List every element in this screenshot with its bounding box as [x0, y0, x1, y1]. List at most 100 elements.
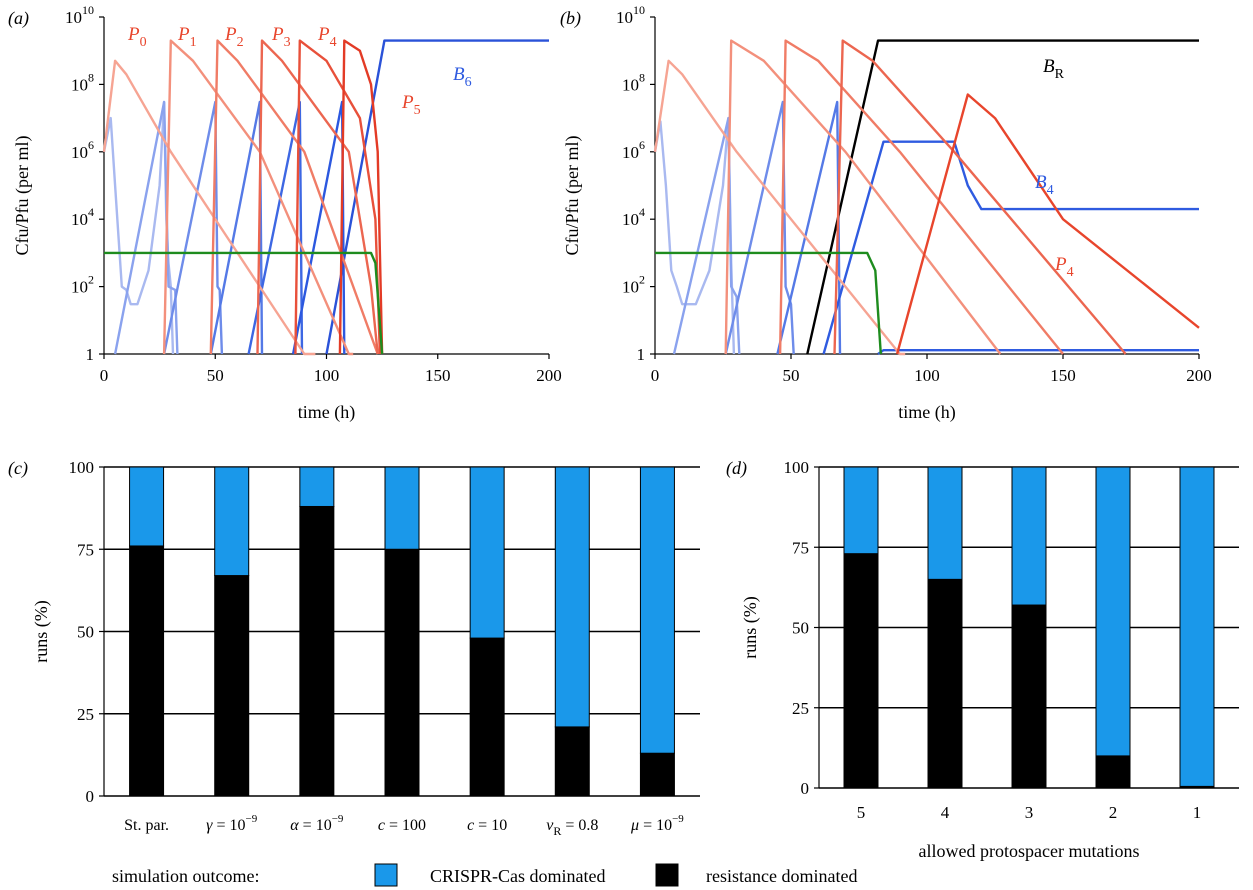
category-exp: −9 — [246, 813, 258, 825]
y-axis-title: runs (%) — [740, 596, 761, 658]
curve-label-name: B — [1035, 172, 1047, 193]
series-line-6 — [806, 39, 1199, 355]
x-tick-label: 150 — [425, 366, 451, 385]
category-label: 5 — [857, 803, 866, 822]
legend-swatch — [374, 863, 398, 887]
bar-resistance-2 — [299, 505, 335, 797]
curve-label-name: P — [271, 24, 284, 45]
category-text: St. par. — [124, 817, 169, 834]
y-tick-exp: 8 — [88, 70, 94, 84]
bar-crispr-1 — [214, 466, 250, 577]
curve-label: P2 — [224, 24, 244, 50]
curve-label-name: P — [177, 24, 190, 45]
y-tick-base: 10 — [622, 75, 639, 94]
series-line-7 — [653, 59, 906, 356]
category-symbol: γ — [206, 817, 213, 834]
y-tick-exp: 4 — [88, 205, 94, 219]
y-tick-label: 100 — [69, 458, 95, 477]
panel-label: (b) — [560, 8, 581, 29]
curve-label-name: P — [401, 92, 414, 113]
y-tick-label: 75 — [77, 540, 94, 559]
y-tick-label: 50 — [77, 623, 94, 642]
legend-label: CRISPR-Cas dominated — [430, 866, 606, 886]
legend-label: resistance dominated — [706, 866, 857, 886]
y-tick-base: 10 — [622, 278, 639, 297]
category-exp: −9 — [672, 813, 684, 825]
x-tick-label: 0 — [651, 366, 660, 385]
series-line-4 — [822, 140, 1199, 355]
bar-crispr-0 — [843, 466, 879, 555]
bar-crispr-6 — [639, 466, 675, 754]
x-tick-label: 150 — [1050, 366, 1076, 385]
series-line-12 — [338, 39, 384, 355]
category-label: 3 — [1025, 803, 1034, 822]
series-line-0 — [653, 116, 736, 355]
curve-label-sub: 1 — [190, 35, 197, 50]
series-line-8 — [724, 39, 1002, 355]
bar-resistance-4 — [469, 637, 505, 797]
category-text: = 10 — [212, 817, 245, 834]
category-label: c = 10 — [467, 817, 507, 834]
y-tick-label: 1 — [86, 345, 95, 364]
y-tick-label: 106 — [622, 138, 645, 162]
y-tick-label: 75 — [792, 538, 809, 557]
category-text: = 10 — [474, 817, 507, 834]
bar-resistance-0 — [843, 553, 879, 789]
bar-crispr-1 — [927, 466, 963, 580]
bar-resistance-5 — [554, 726, 590, 797]
bar-crispr-5 — [554, 466, 590, 728]
y-axis-title: runs (%) — [31, 600, 52, 662]
y-tick-label: 108 — [622, 70, 645, 94]
y-tick-base: 10 — [71, 75, 88, 94]
series-line-2 — [162, 100, 224, 355]
category-sub: R — [553, 824, 561, 838]
curve-label-name: P — [1054, 254, 1067, 275]
bar-crispr-4 — [1179, 466, 1215, 787]
y-tick-label: 0 — [86, 787, 95, 806]
x-tick-label: 200 — [1186, 366, 1212, 385]
y-tick-label: 102 — [622, 273, 645, 297]
series-line-11 — [895, 93, 1200, 355]
bar-crispr-0 — [129, 466, 165, 547]
y-tick-exp: 2 — [639, 273, 645, 287]
x-axis-title: allowed protospacer mutations — [919, 841, 1140, 861]
category-label: St. par. — [124, 817, 169, 834]
x-tick-label: 200 — [536, 366, 562, 385]
bar-crispr-2 — [299, 466, 335, 507]
panel-label: (a) — [8, 8, 29, 29]
curve-label: P5 — [401, 92, 421, 118]
curve-label-sub: 0 — [140, 35, 147, 50]
curve-label: P0 — [127, 24, 147, 50]
category-label: vR = 0.8 — [546, 817, 598, 838]
category-label: α = 10−9 — [290, 813, 344, 834]
series-line-13 — [104, 251, 384, 355]
category-label: c = 100 — [378, 817, 426, 834]
series-line-10 — [833, 39, 1127, 355]
x-tick-label: 100 — [314, 366, 340, 385]
category-symbol: v — [546, 817, 554, 834]
y-tick-base: 10 — [71, 278, 88, 297]
series-line-11 — [294, 39, 382, 355]
y-tick-exp: 4 — [639, 205, 645, 219]
legend-title: simulation outcome: — [112, 866, 259, 886]
y-tick-label: 1010 — [616, 3, 645, 27]
y-axis-title: Cfu/Pfu (per ml) — [562, 136, 583, 256]
series-line-3 — [776, 100, 842, 355]
y-tick-exp: 10 — [82, 3, 94, 17]
curve-label: B6 — [453, 64, 472, 90]
category-symbol: c — [467, 817, 474, 834]
y-tick-label: 106 — [71, 138, 94, 162]
curve-label: B4 — [1035, 172, 1054, 198]
y-tick-label: 25 — [792, 699, 809, 718]
category-label: 1 — [1193, 803, 1202, 822]
category-exp: −9 — [332, 813, 344, 825]
curve-label: BR — [1043, 56, 1065, 82]
y-axis-title: Cfu/Pfu (per ml) — [12, 136, 33, 256]
y-tick-label: 1010 — [65, 3, 94, 27]
bar-crispr-3 — [384, 466, 420, 550]
category-label: 2 — [1109, 803, 1118, 822]
curve-label-name: P — [127, 24, 140, 45]
category-label: 4 — [941, 803, 950, 822]
